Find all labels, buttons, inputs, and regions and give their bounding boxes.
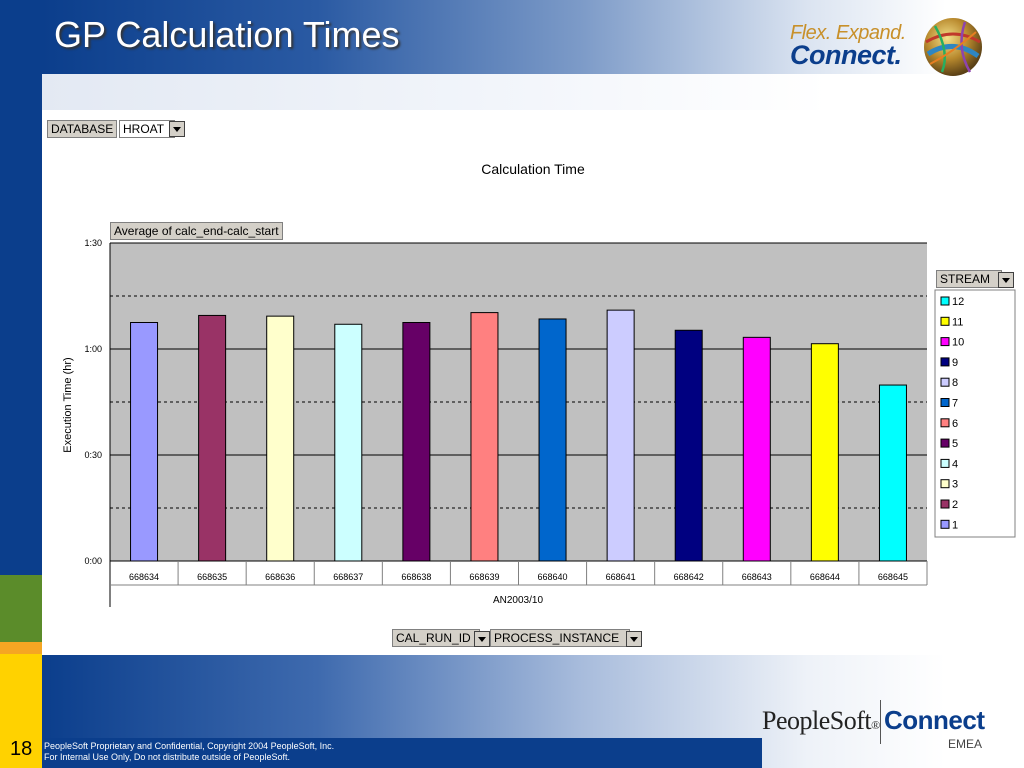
cal-run-id-field-button[interactable]: CAL_RUN_ID (392, 629, 480, 647)
y-tick-label: 0:00 (84, 556, 102, 566)
footer-line-2: For Internal Use Only, Do not distribute… (44, 752, 290, 762)
bar-stream-11 (810, 343, 839, 562)
legend-label: 10 (952, 337, 964, 349)
legend: 12 11 10 9 8 7 6 5 4 3 2 1 (940, 296, 964, 531)
x-tick-label: 668644 (810, 572, 840, 582)
logo-divider (880, 700, 881, 744)
legend-label: 3 (952, 479, 958, 491)
bar-stream-8 (606, 309, 635, 562)
bar-stream-12 (878, 384, 907, 562)
legend-label: 4 (952, 458, 958, 470)
page-number: 18 (10, 738, 33, 760)
stripe-orange (0, 642, 42, 654)
x-tick-label: 668643 (742, 572, 772, 582)
legend-swatch (940, 316, 950, 326)
stripe-yellow (0, 654, 42, 768)
database-field-button[interactable]: DATABASE (47, 120, 118, 138)
y-tick-label: 0:30 (84, 450, 102, 460)
legend-label: 12 (952, 296, 964, 308)
x-tick-label: 668641 (606, 572, 636, 582)
x-axis-group-label: AN2003/10 (493, 595, 543, 606)
x-axis-categories: 668634 668635 668636 668637 668638 668639 6686… (129, 561, 928, 585)
bar-stream-5 (402, 322, 431, 562)
rubber-band-ball-icon (924, 18, 982, 76)
legend-label: 11 (952, 316, 963, 328)
legend-label: 1 (952, 519, 958, 531)
slide-title: GP Calculation Times (54, 14, 400, 55)
database-dropdown-icon[interactable] (169, 121, 185, 137)
legend-swatch (940, 377, 950, 387)
bar-stream-3 (266, 315, 295, 562)
bar-stream-1 (130, 322, 159, 562)
footer-line-1: PeopleSoft Proprietary and Confidential,… (44, 741, 335, 751)
legend-label: 6 (952, 418, 958, 430)
legend-label: 5 (952, 438, 958, 450)
legend-box (934, 289, 1016, 538)
cal-run-id-dropdown-icon[interactable] (474, 631, 490, 647)
bar-stream-7 (538, 318, 567, 562)
legend-swatch (940, 438, 950, 448)
data-field-button[interactable]: Average of calc_end-calc_start (110, 222, 283, 240)
x-tick-label: 668640 (538, 572, 568, 582)
peoplesoft-wordmark: PeopleSoft® (762, 706, 880, 735)
bar-stream-10 (742, 336, 771, 562)
x-tick-label: 668642 (674, 572, 704, 582)
bar-stream-9 (674, 329, 703, 562)
legend-label: 9 (952, 357, 958, 369)
left-color-stripe (0, 0, 42, 768)
gridlines (110, 242, 927, 509)
y-axis-label: Execution Time (hr) (62, 357, 74, 452)
legend-swatch (940, 398, 950, 407)
legend-swatch (940, 479, 950, 489)
legend-swatch (940, 296, 950, 306)
legend-swatch (940, 418, 950, 428)
legend-swatch (940, 337, 950, 347)
header-band (42, 0, 1024, 74)
logo-tagline: Flex. Expand. (790, 22, 906, 44)
bar-stream-2 (198, 314, 227, 562)
chart-title: Calculation Time (481, 161, 585, 177)
footer-strip (42, 738, 762, 768)
x-tick-label: 668636 (265, 572, 295, 582)
x-tick-label: 668639 (469, 572, 499, 582)
x-tick-label: 668635 (197, 572, 227, 582)
flex-expand-connect-logo: Flex. Expand. Connect. (790, 22, 920, 72)
process-instance-dropdown-icon[interactable] (626, 631, 642, 647)
footer-confidentiality: PeopleSoft Proprietary and Confidential,… (44, 741, 334, 763)
legend-swatch (940, 458, 950, 468)
process-instance-field-button[interactable]: PROCESS_INSTANCE (490, 629, 630, 647)
x-tick-label: 668645 (878, 572, 908, 582)
legend-swatch (940, 357, 950, 367)
legend-swatch (940, 499, 950, 509)
y-tick-label: 1:00 (84, 344, 102, 354)
legend-label: 2 (952, 499, 958, 511)
x-tick-label: 668634 (129, 572, 159, 582)
stream-dropdown-icon[interactable] (998, 272, 1014, 288)
x-tick-label: 668637 (333, 572, 363, 582)
logo-connect: Connect. (790, 40, 902, 70)
x-tick-label: 668638 (401, 572, 431, 582)
legend-swatch (940, 519, 950, 529)
header-subband (42, 74, 1024, 110)
peoplesoft-connect-logo: PeopleSoft® Connect EMEA (760, 700, 990, 760)
y-axis-ticks: 0:00 0:30 1:00 1:30 (84, 238, 102, 566)
emea-label: EMEA (948, 737, 983, 751)
legend-label: 8 (952, 377, 958, 389)
stripe-green (0, 575, 42, 642)
bar-stream-6 (470, 312, 499, 562)
bar-stream-4 (334, 323, 363, 562)
legend-label: 7 (952, 398, 958, 410)
stripe-blue (0, 0, 42, 575)
y-tick-label: 1:30 (84, 238, 102, 248)
connect-wordmark: Connect (884, 705, 985, 735)
stream-field-button[interactable]: STREAM (936, 270, 1002, 288)
